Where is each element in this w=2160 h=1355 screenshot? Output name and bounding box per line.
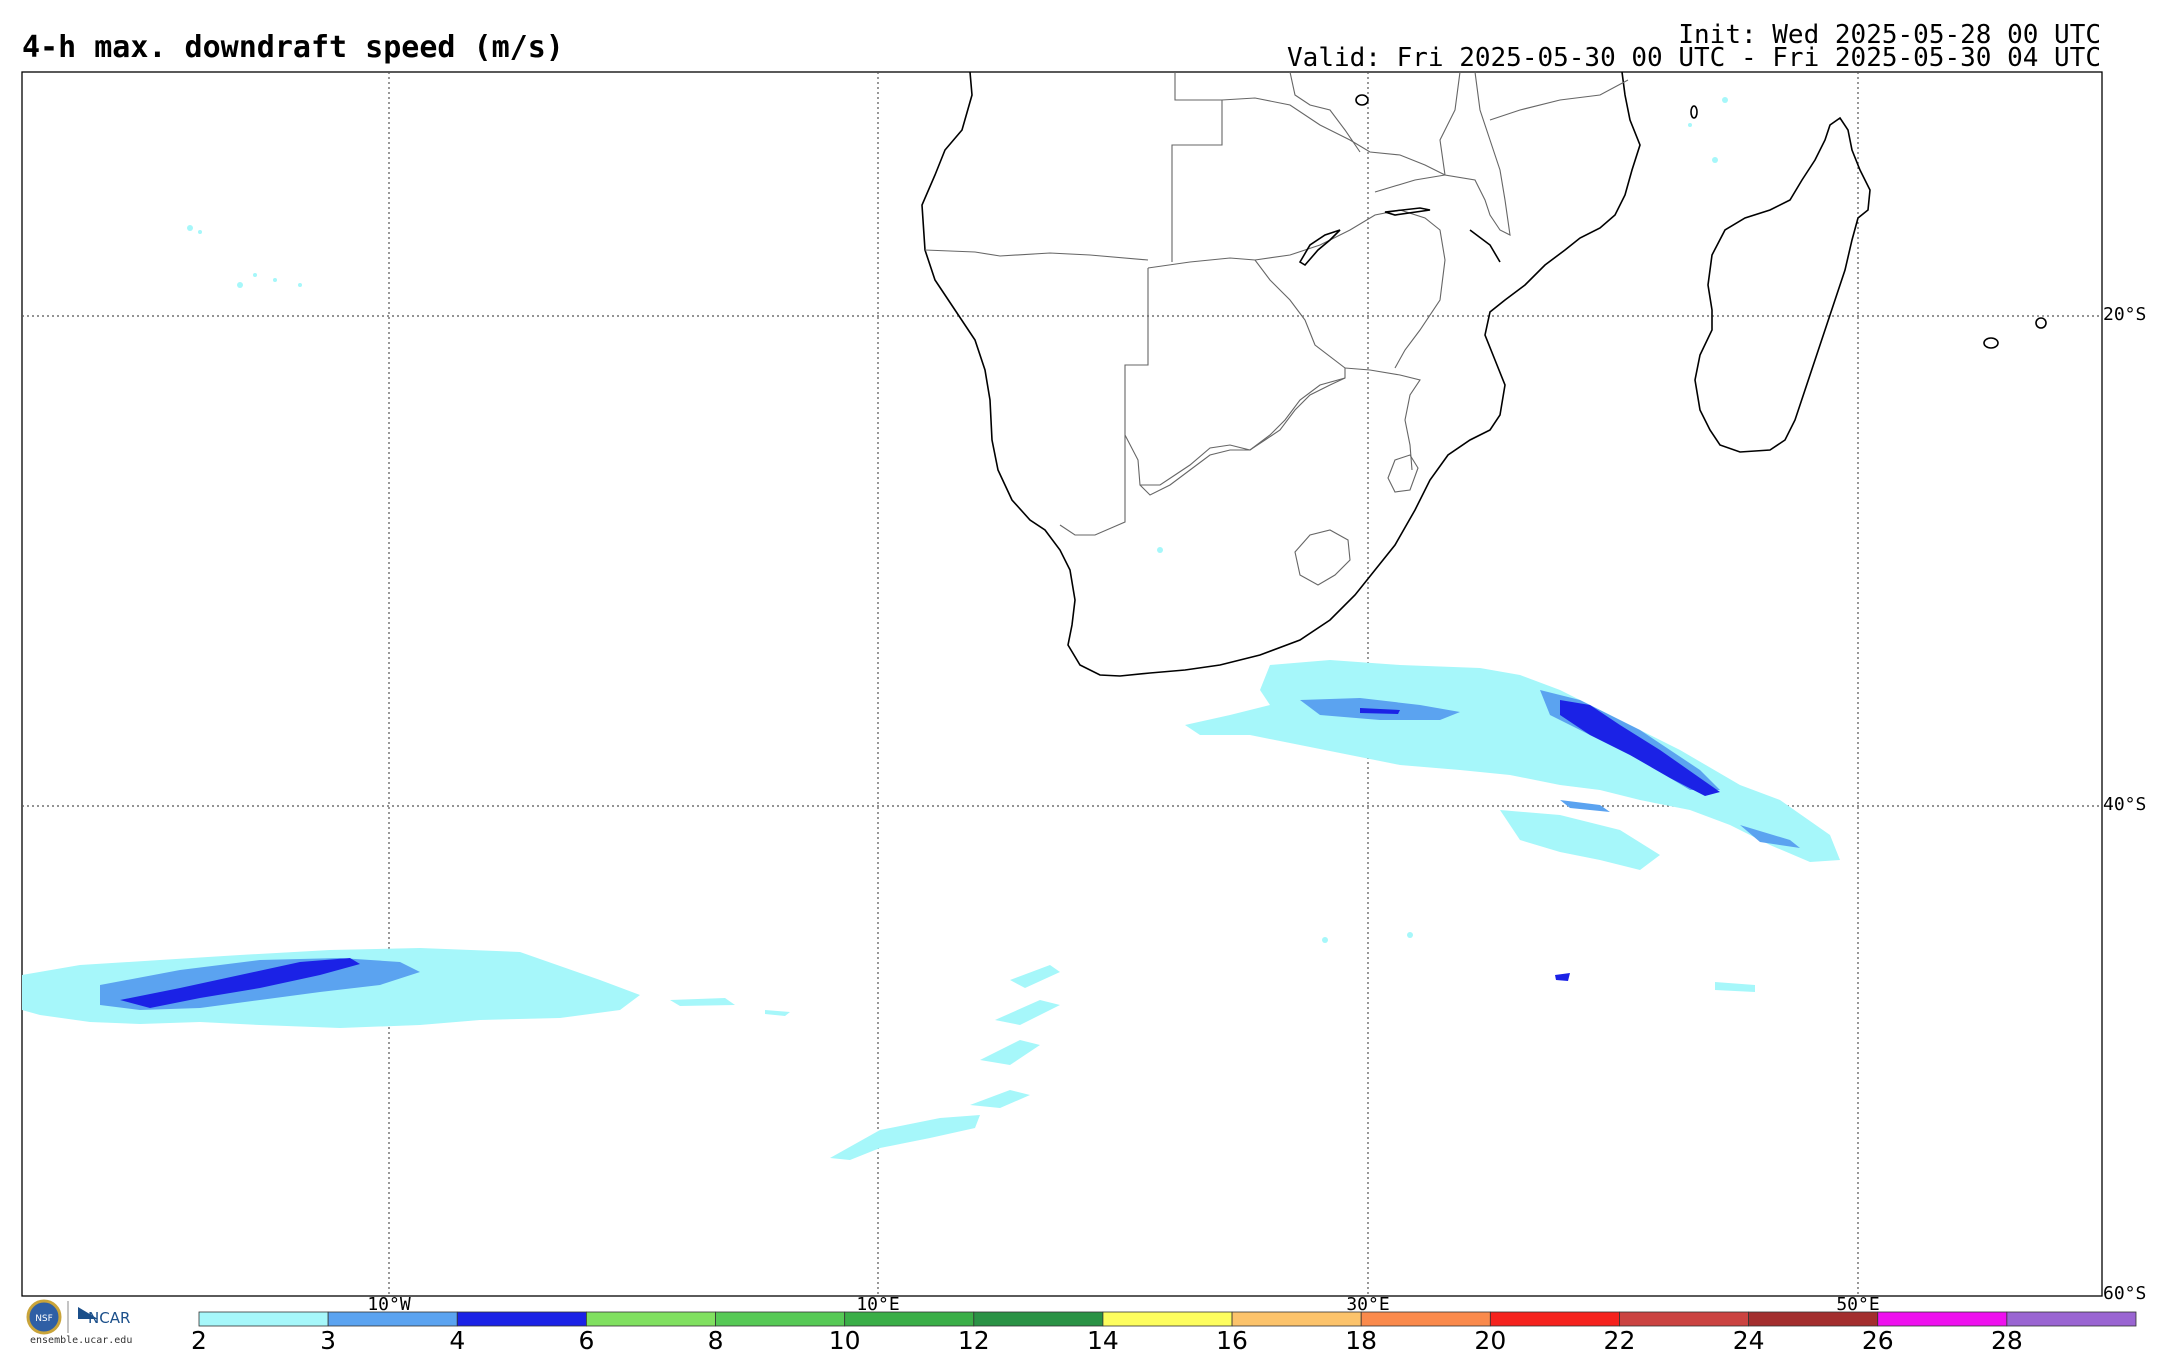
colorbar-swatch (1231, 1311, 1362, 1327)
colorbar-tick-label: 26 (1861, 1326, 1894, 1355)
colorbar-swatch (2006, 1311, 2137, 1327)
colorbar-tick-label: 24 (1732, 1326, 1765, 1355)
colorbar-swatch (715, 1311, 846, 1327)
init-time: Init: Wed 2025-05-28 00 UTC (1678, 20, 2101, 50)
colorbar-tick-label: 8 (707, 1326, 724, 1355)
nsf-text: NSF (35, 1314, 53, 1324)
lat-label-60s: 60°S (2103, 1283, 2147, 1304)
map-frame (21, 71, 2103, 1297)
colorbar-tick-label: 3 (320, 1326, 337, 1355)
nsf-ncar-logo: NSF NCAR (26, 1299, 130, 1335)
colorbar-swatch (1619, 1311, 1750, 1327)
colorbar-swatch (1489, 1311, 1620, 1327)
colorbar-swatch (1102, 1311, 1233, 1327)
map-title: 4-h max. downdraft speed (m/s) (22, 30, 564, 65)
lat-label-20s: 20°S (2103, 304, 2147, 325)
colorbar-swatch (973, 1311, 1104, 1327)
lon-label-50e: 50°E (1836, 1294, 1880, 1315)
colorbar-tick-label: 22 (1603, 1326, 1636, 1355)
coastlines (921, 71, 2047, 677)
colorbar-swatch (198, 1311, 329, 1327)
colorbar-swatch (1877, 1311, 2008, 1327)
colorbar-tick-label: 6 (578, 1326, 595, 1355)
colorbar-tick-label: 4 (449, 1326, 466, 1355)
gridlines (22, 72, 2102, 1296)
logo-site-text: ensemble.ucar.edu (30, 1335, 133, 1346)
lon-label-10w: 10°W (367, 1294, 411, 1315)
ncar-text: NCAR (88, 1309, 130, 1327)
borders (924, 71, 1629, 586)
valid-time: Valid: Fri 2025-05-30 00 UTC - Fri 2025-… (1287, 43, 2101, 73)
lon-label-10e: 10°E (856, 1294, 900, 1315)
lat-label-40s: 40°S (2103, 794, 2147, 815)
lon-label-30e: 30°E (1346, 1294, 1390, 1315)
downdraft-field-light (22, 97, 1840, 1160)
ncar-mark-icon (78, 1307, 98, 1319)
colorbar-tick-label: 28 (1990, 1326, 2023, 1355)
colorbar-tick-label: 14 (1087, 1326, 1119, 1355)
nsf-seal-icon (26, 1299, 62, 1335)
colorbar-tick-label: 18 (1345, 1326, 1378, 1355)
lakes (1298, 207, 1501, 267)
colorbar-tick-label: 2 (191, 1326, 207, 1355)
colorbar-swatch (456, 1311, 587, 1327)
colorbar (198, 1311, 2137, 1327)
colorbar-tick-label: 20 (1474, 1326, 1507, 1355)
colorbar-tick-label: 10 (828, 1326, 861, 1355)
downdraft-field-strong (120, 700, 1720, 1008)
colorbar-swatch (586, 1311, 716, 1327)
colorbar-tick-label: 12 (957, 1326, 990, 1355)
colorbar-tick-label: 16 (1216, 1326, 1248, 1355)
